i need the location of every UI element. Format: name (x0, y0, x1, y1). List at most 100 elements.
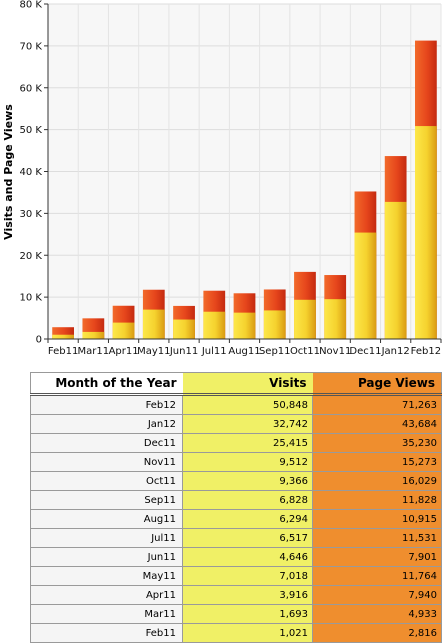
visits-bar (294, 299, 316, 339)
visits-bar (354, 232, 377, 339)
x-tick-label: Apr11 (109, 346, 139, 357)
visits-cell: 25,415 (182, 433, 313, 453)
table-row: Feb11 1,021 2,816 (30, 623, 442, 643)
month-cell: Mar11 (30, 604, 183, 624)
x-tick-label: Jun11 (169, 346, 198, 357)
x-tick-label: Sep11 (259, 346, 291, 357)
page-views-cell: 11,764 (312, 566, 442, 586)
visits-cell: 50,848 (182, 394, 313, 415)
column-header-page-views[interactable]: Page Views (312, 372, 442, 396)
month-cell: Aug11 (30, 509, 183, 529)
visits-cell: 4,646 (182, 547, 313, 567)
y-tick-label: 80 K (20, 0, 43, 11)
visits-bar (173, 319, 195, 339)
month-cell: Apr11 (30, 585, 183, 605)
y-tick-labels: 0 10 K 20 K 30 K 40 K 50 K 60 K 70 K 80 K (20, 0, 43, 346)
page-views-cell: 16,029 (312, 471, 442, 491)
page-views-cell: 7,940 (312, 585, 442, 605)
month-cell: Feb11 (30, 623, 183, 643)
page-views-cell: 2,816 (312, 623, 442, 643)
table-row: Jan12 32,742 43,684 (30, 414, 442, 434)
table-row: Aug11 6,294 10,915 (30, 509, 442, 529)
bars (52, 40, 437, 340)
visits-cell: 7,018 (182, 566, 313, 586)
visits-bar (203, 311, 226, 339)
visits-cell: 32,742 (182, 414, 313, 434)
axes (44, 3, 442, 343)
x-tick-label: Aug11 (228, 346, 260, 357)
page-views-cell: 10,915 (312, 509, 442, 529)
visits-cell: 3,916 (182, 585, 313, 605)
y-tick-label: 50 K (20, 125, 43, 136)
visits-cell: 6,828 (182, 490, 313, 510)
table-row: Apr11 3,916 7,940 (30, 585, 442, 605)
x-tick-label: Feb11 (48, 346, 78, 357)
table-row: Dec11 25,415 35,230 (30, 433, 442, 453)
column-header-month[interactable]: Month of the Year (30, 372, 183, 396)
column-header-visits[interactable]: Visits (182, 372, 313, 396)
visits-bar (112, 322, 135, 339)
page-views-cell: 15,273 (312, 452, 442, 472)
month-cell: Jan12 (30, 414, 183, 434)
y-tick-label: 40 K (20, 167, 43, 178)
y-tick-label: 20 K (20, 251, 43, 262)
visits-cell: 6,294 (182, 509, 313, 529)
x-tick-label: Jul11 (201, 346, 227, 357)
page-views-cell: 35,230 (312, 433, 442, 453)
x-tick-label: Nov11 (319, 346, 351, 357)
table-row: May11 7,018 11,764 (30, 566, 442, 586)
x-tick-label: Dec11 (349, 346, 381, 357)
month-cell: Oct11 (30, 471, 183, 491)
table-body: Feb12 50,848 71,263 Jan12 32,742 43,684 Dec11 2… (30, 394, 442, 643)
month-cell: Sep11 (30, 490, 183, 510)
table-row: Jul11 6,517 11,531 (30, 528, 442, 548)
y-tick-label: 60 K (20, 83, 43, 94)
month-cell: Jul11 (30, 528, 183, 548)
month-cell: May11 (30, 566, 183, 586)
x-tick-label: Feb12 (411, 346, 441, 357)
visits-bar (52, 334, 74, 339)
page-views-bar (52, 327, 74, 339)
table-row: Feb12 50,848 71,263 (30, 394, 442, 415)
bar-chart-svg: 010 K20 K30 K40 K50 K60 K70 K80 K Feb11 M… (2, 0, 442, 357)
visits-cell: 6,517 (182, 528, 313, 548)
visits-bar (415, 126, 437, 339)
visits-bar (233, 312, 256, 339)
y-tick-label: 30 K (20, 209, 43, 220)
x-tick-label: May11 (137, 346, 170, 357)
visits-cell: 1,693 (182, 604, 313, 624)
visits-bar (142, 309, 165, 339)
y-tick-label: 10 K (20, 293, 43, 304)
y-axis-title: Visits and Page Views (2, 104, 15, 240)
month-cell: Dec11 (30, 433, 183, 453)
x-tick-label: Oct11 (290, 346, 320, 357)
month-cell: Feb12 (30, 394, 183, 415)
table-row: Mar11 1,693 4,933 (30, 604, 442, 624)
visits-cell: 9,366 (182, 471, 313, 491)
chart: 0 10 K 20 K 30 K 40 K 50 K 60 K 70 K 80 K Feb11 M… (2, 0, 442, 357)
table-row: Sep11 6,828 11,828 (30, 490, 442, 510)
month-cell: Jun11 (30, 547, 183, 567)
visits-bar (324, 299, 347, 339)
y-tick-label: 70 K (20, 41, 43, 52)
page-views-cell: 11,531 (312, 528, 442, 548)
visits-cell: 9,512 (182, 452, 313, 472)
visits-bar (384, 201, 407, 339)
visits-cell: 1,021 (182, 623, 313, 643)
page-views-cell: 4,933 (312, 604, 442, 624)
page-views-cell: 71,263 (312, 394, 442, 415)
table-row: Oct11 9,366 16,029 (30, 471, 442, 491)
x-tick-label: Mar11 (78, 346, 110, 357)
page-views-cell: 7,901 (312, 547, 442, 567)
page-views-cell: 11,828 (312, 490, 442, 510)
x-tick-label: Jan12 (381, 346, 410, 357)
visits-bar (263, 310, 286, 339)
page-views-cell: 43,684 (312, 414, 442, 434)
visits-bar (82, 331, 105, 339)
table-header-row: Month of the Year Visits Page Views (30, 372, 442, 396)
table-row: Nov11 9,512 15,273 (30, 452, 442, 472)
month-cell: Nov11 (30, 452, 183, 472)
table-row: Jun11 4,646 7,901 (30, 547, 442, 567)
y-tick-label: 0 (36, 335, 42, 346)
